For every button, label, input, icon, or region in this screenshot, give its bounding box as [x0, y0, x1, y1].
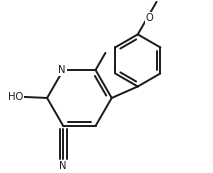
Text: HO: HO: [8, 92, 23, 102]
Text: N: N: [58, 65, 66, 75]
Text: N: N: [59, 161, 67, 171]
Text: O: O: [145, 13, 153, 23]
